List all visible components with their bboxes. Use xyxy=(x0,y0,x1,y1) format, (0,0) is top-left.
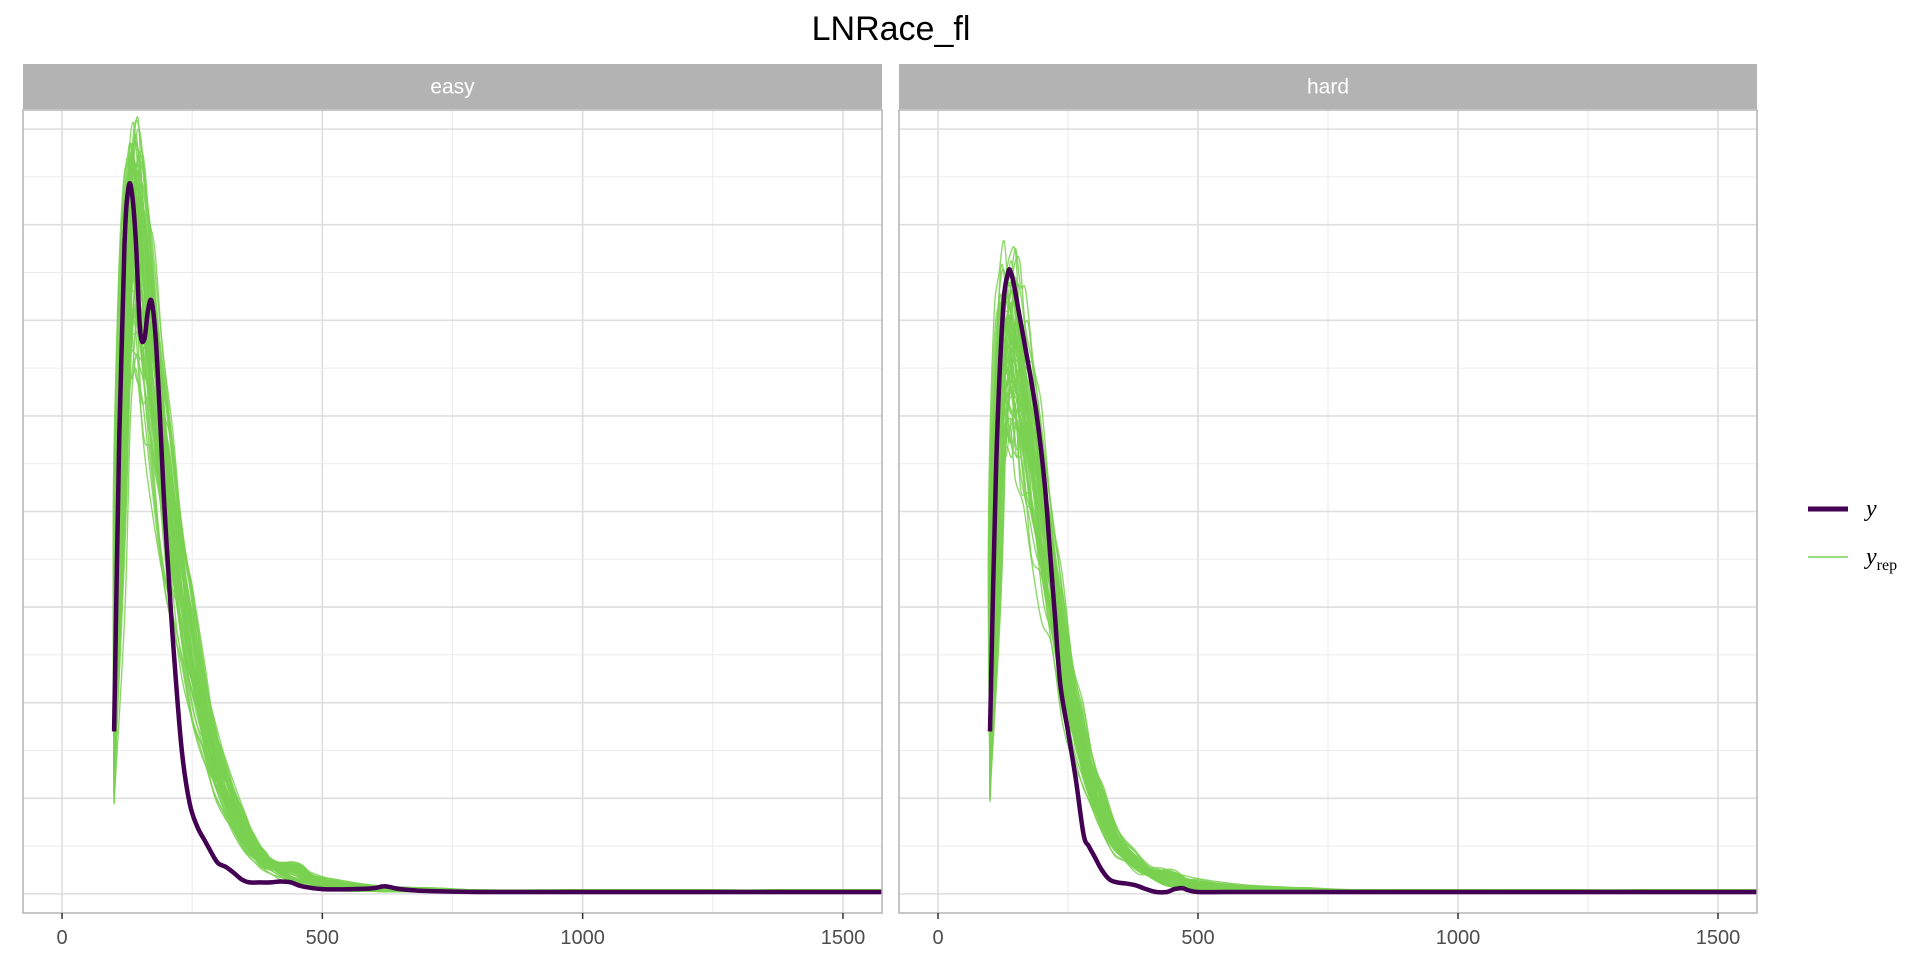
legend-label-subscript: rep xyxy=(1877,557,1897,574)
x-tick-label: 0 xyxy=(932,927,943,949)
x-tick-label: 500 xyxy=(1181,927,1214,949)
series-lines xyxy=(987,239,1757,895)
x-tick-label: 1500 xyxy=(821,927,866,949)
legend: y yrep xyxy=(1808,496,1897,574)
panel-border xyxy=(22,109,883,914)
observed-y-line xyxy=(111,181,882,895)
x-tick-label: 1500 xyxy=(1696,927,1741,949)
facet-strip-label: hard xyxy=(1307,76,1349,99)
panel-hard: hard 0 500 1000 1500 xyxy=(898,64,1758,949)
legend-item-y: y xyxy=(1808,496,1877,522)
legend-label: y xyxy=(1864,496,1877,522)
x-tick-label: 1000 xyxy=(1436,927,1481,949)
observed-y-line xyxy=(987,267,1757,895)
facet-strip xyxy=(899,64,1757,109)
facet-panels: easy 0 500 1000 1500 hard 0 500 1000 1500 xyxy=(22,64,1758,949)
panel-easy: easy 0 500 1000 1500 xyxy=(22,64,883,949)
legend-item-yrep: yrep xyxy=(1808,544,1897,574)
facet-strip xyxy=(23,64,882,109)
x-tick-label: 1000 xyxy=(560,927,605,949)
x-tick-label: 500 xyxy=(306,927,339,949)
series-lines xyxy=(111,116,882,895)
facet-strip-label: easy xyxy=(430,76,475,99)
legend-label: yrep xyxy=(1864,544,1897,574)
panel-border xyxy=(898,109,1758,914)
x-tick-label: 0 xyxy=(56,927,67,949)
chart-title: LNRace_fl xyxy=(812,10,971,48)
